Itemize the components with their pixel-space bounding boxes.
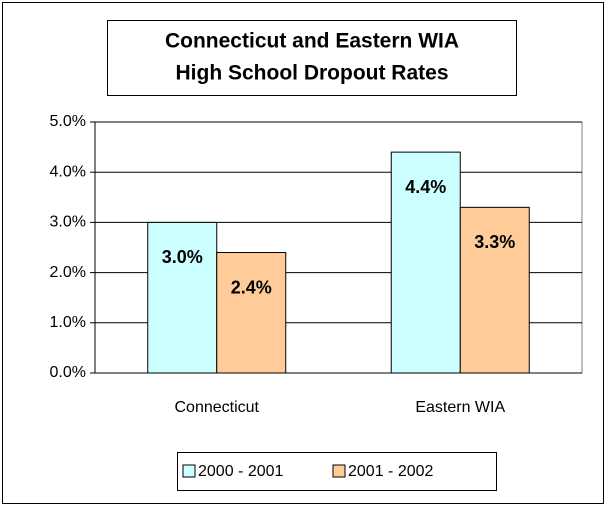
value-label: 3.0%	[162, 247, 203, 267]
legend-label: 2000 - 2001	[198, 463, 284, 480]
y-tick-label: 4.0%	[50, 163, 86, 180]
legend-swatch	[332, 464, 346, 478]
x-tick-label: Connecticut	[175, 399, 260, 416]
chart-title: High School Dropout Rates	[176, 62, 449, 85]
bar	[390, 151, 461, 374]
bar	[216, 252, 287, 374]
y-tick-label: 5.0%	[50, 113, 86, 130]
y-tick-label: 2.0%	[50, 264, 86, 281]
value-label: 4.4%	[405, 177, 446, 197]
y-tick-label: 0.0%	[50, 364, 86, 381]
value-label: 3.3%	[474, 232, 515, 252]
title-box	[107, 20, 517, 96]
chart-title: Connecticut and Eastern WIA	[165, 30, 459, 53]
value-label: 2.4%	[231, 277, 272, 297]
bar	[147, 221, 218, 374]
y-tick-label: 1.0%	[50, 314, 86, 331]
x-tick-label: Eastern WIA	[415, 399, 505, 416]
bar	[459, 206, 530, 374]
legend-swatch	[182, 464, 196, 478]
legend-label: 2001 - 2002	[348, 463, 434, 480]
y-tick-label: 3.0%	[50, 214, 86, 231]
